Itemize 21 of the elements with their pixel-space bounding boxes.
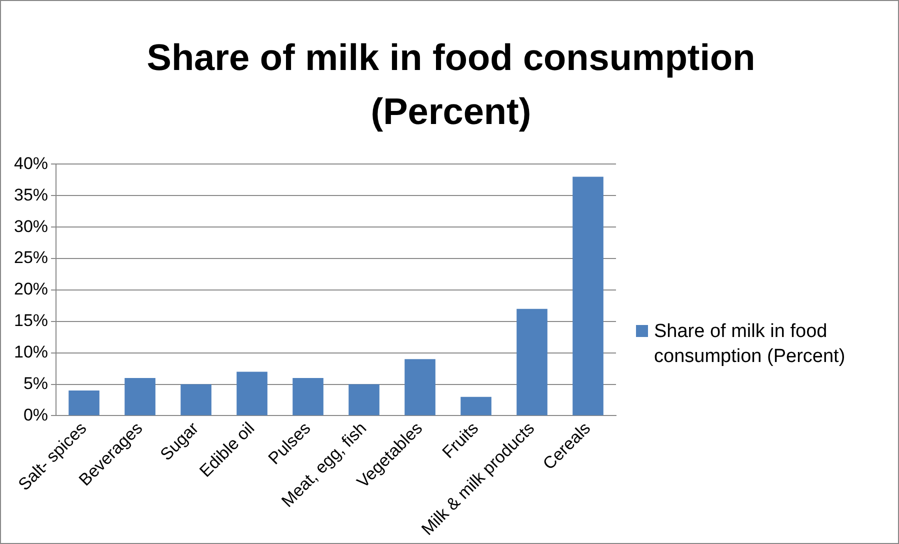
y-tick-label: 35% xyxy=(14,185,48,204)
bar xyxy=(68,390,100,416)
y-tick-label: 30% xyxy=(14,216,48,236)
bar xyxy=(348,384,380,416)
y-tick-label: 20% xyxy=(14,280,48,299)
y-tick-label: 15% xyxy=(14,311,48,330)
chart-title: Share of milk in food consumption (Percent) xyxy=(146,36,756,134)
bar xyxy=(572,176,604,416)
y-tick-label: 0% xyxy=(23,405,48,424)
y-tick-label: 10% xyxy=(14,342,48,362)
y-tick-label: 5% xyxy=(23,374,48,393)
y-tick-label: 25% xyxy=(14,248,48,268)
bar xyxy=(460,396,492,416)
bar xyxy=(236,372,268,416)
bar xyxy=(404,359,436,416)
legend-label: Share of milk in food consumption (Percent) xyxy=(654,320,846,369)
bar xyxy=(292,378,324,416)
bar xyxy=(124,378,156,416)
y-tick-label: 40% xyxy=(14,154,48,173)
bar xyxy=(180,384,212,416)
bar xyxy=(516,308,548,416)
